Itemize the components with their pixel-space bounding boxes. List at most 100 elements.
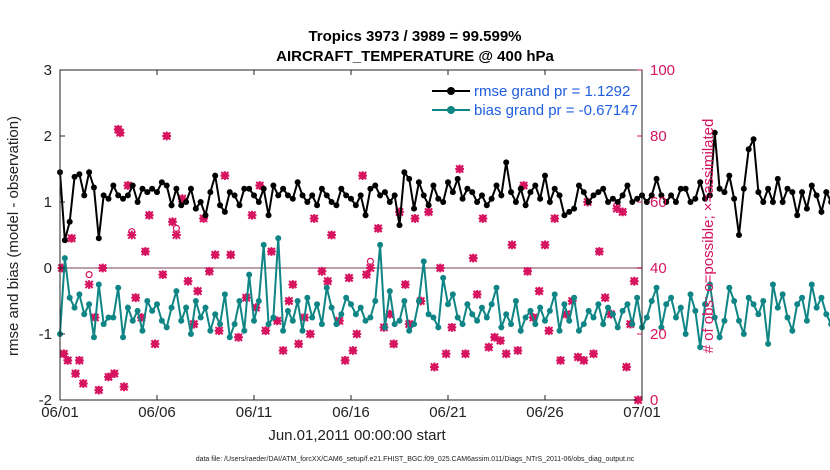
obs-assimilated-point <box>550 214 560 223</box>
rmse-point <box>197 199 204 205</box>
bias-point <box>226 334 233 341</box>
bias-point <box>217 321 224 328</box>
bias-point <box>585 307 592 314</box>
bias-point <box>411 321 418 328</box>
rmse-point <box>716 185 723 192</box>
bias-point <box>367 314 374 321</box>
data-file-footer: data file: /Users/raeder/DAI/ATM_forcXX/… <box>196 456 635 463</box>
rmse-point <box>90 184 97 191</box>
bias-point <box>343 294 350 301</box>
bias-point <box>241 327 248 334</box>
rmse-point <box>643 199 650 205</box>
obs-assimilated-point <box>144 210 154 220</box>
bias-point <box>614 324 621 331</box>
bias-point <box>129 317 136 324</box>
rmse-point <box>246 185 253 192</box>
rmse-point <box>478 192 485 199</box>
bias-point <box>372 298 379 304</box>
bias-point <box>139 327 146 334</box>
rmse-point <box>794 212 801 219</box>
obs-assimilated-point <box>251 303 261 312</box>
bias-point <box>221 291 228 298</box>
rmse-point <box>401 169 408 176</box>
bias-point <box>76 291 83 298</box>
obs-assimilated-point <box>424 207 433 217</box>
bias-point <box>634 294 641 301</box>
obs-assimilated-point <box>317 266 327 276</box>
bias-point <box>653 284 660 291</box>
bias-point <box>668 294 675 301</box>
bias-point <box>755 311 762 318</box>
rmse-point <box>76 171 83 178</box>
rmse-point <box>774 175 781 182</box>
rmse-point <box>134 199 141 205</box>
bias-point <box>702 301 709 308</box>
obs-assimilated-point <box>214 326 224 336</box>
obs-assimilated-point <box>400 280 410 289</box>
obs-assimilated-point <box>162 131 172 141</box>
rmse-point <box>124 192 131 199</box>
bias-point <box>556 327 563 334</box>
obs-assimilated-point <box>395 207 404 217</box>
bias-point <box>619 307 626 314</box>
bias-point <box>823 311 830 318</box>
y-axis-label: rmse and bias (model - observation) <box>5 116 22 356</box>
bias-point <box>284 307 291 314</box>
bias-point <box>512 298 519 304</box>
obs-assimilated-point <box>461 349 470 359</box>
obs-possible-point <box>85 271 93 279</box>
obs-assimilated-point <box>340 356 350 365</box>
rmse-point <box>251 192 257 199</box>
bias-point <box>716 334 723 341</box>
rmse-point <box>546 199 553 205</box>
obs-assimilated-point <box>519 181 529 190</box>
bias-point <box>265 321 272 328</box>
obs-assimilated-point <box>594 247 604 256</box>
obs-assimilated-point <box>305 329 315 339</box>
bias-point <box>454 314 461 321</box>
legend-bias-marker <box>447 106 455 114</box>
bias-point <box>643 314 650 321</box>
bias-point <box>503 311 510 318</box>
bias-point <box>445 301 451 308</box>
bias-point <box>236 298 243 304</box>
rmse-point <box>575 182 582 189</box>
bias-point <box>522 314 529 321</box>
rmse-point <box>217 202 224 209</box>
bias-point <box>561 301 568 308</box>
legend-rmse-marker <box>447 87 455 95</box>
obs-assimilated-point <box>278 346 288 355</box>
obs-assimilated-point <box>63 356 73 365</box>
rmse-point <box>362 212 369 219</box>
bias-point <box>464 301 471 308</box>
bias-point <box>149 307 156 314</box>
rmse-point <box>474 199 481 205</box>
obs-assimilated-point <box>309 214 319 223</box>
x-tick-label: 06/11 <box>236 404 272 421</box>
rmse-point <box>687 199 694 205</box>
rmse-point <box>706 192 713 199</box>
rmse-point <box>556 192 563 199</box>
rmse-point <box>66 218 73 225</box>
obs-assimilated-point <box>455 164 465 174</box>
bias-point <box>474 317 481 324</box>
y-tick-label: 2 <box>44 128 52 145</box>
x-tick-label: 06/26 <box>526 404 564 421</box>
bias-point <box>789 327 796 334</box>
bias-point <box>246 271 253 278</box>
bias-point <box>537 304 544 311</box>
bias-point <box>275 235 282 242</box>
obs-assimilated-point <box>373 224 383 233</box>
rmse-point <box>760 199 767 205</box>
rmse-point <box>255 199 262 205</box>
rmse-point <box>517 185 524 192</box>
bias-point <box>498 324 505 331</box>
obs-assimilated-point <box>131 293 141 303</box>
obs-assimilated-point <box>189 319 199 329</box>
obs-assimilated-point <box>193 286 203 296</box>
bias-point <box>672 314 679 321</box>
rmse-point <box>110 182 117 189</box>
bias-point <box>488 301 495 308</box>
bias-point <box>115 284 122 291</box>
chart-subtitle: AIRCRAFT_TEMPERATURE @ 400 hPa <box>276 48 554 65</box>
